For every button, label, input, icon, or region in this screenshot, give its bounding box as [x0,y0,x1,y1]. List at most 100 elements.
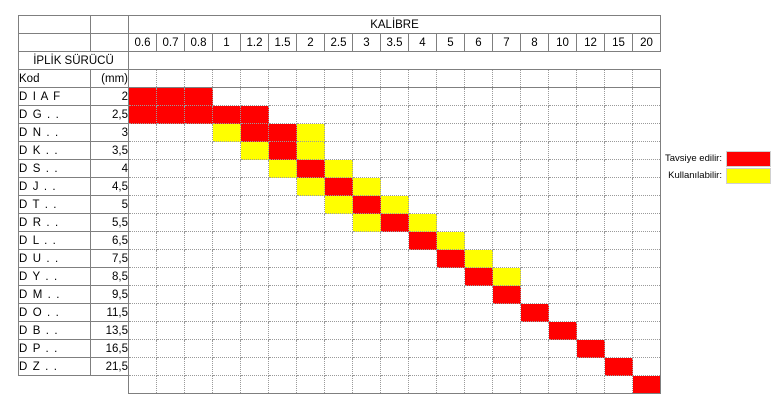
cell-empty [268,105,297,124]
cell-empty [548,357,577,376]
cell-empty [632,177,661,196]
cell-empty [548,303,577,322]
cell-empty [296,339,325,358]
row-code-cell: D Z . . [18,357,91,376]
row-mm-cell: 13,5 [90,321,129,340]
cell-empty [492,159,521,178]
row-code-cell: D P . . [18,339,91,358]
cell-empty [380,231,409,250]
cell-empty [548,159,577,178]
cell-empty [520,141,549,160]
gauge-header-0.7: 0.7 [156,33,185,52]
row-mm-cell: 4,5 [90,177,129,196]
row-mm-cell: 2,5 [90,105,129,124]
cell-empty [156,285,185,304]
cell-empty [352,231,381,250]
cell-empty [408,105,437,124]
cell-empty [548,195,577,214]
matrix-table: KALİBRE 0.6 0.7 0.8 1 1.2 1.5 2 2.5 3 3.5 4 5 6 7 8 10 1… [18,15,661,394]
cell-empty [212,321,241,340]
spacer-cell [436,69,465,88]
cell-empty [576,375,605,394]
cell-empty [604,339,633,358]
cell-recommended [240,123,269,142]
cell-empty [492,321,521,340]
cell-empty [324,357,353,376]
cell-empty [436,123,465,142]
cell-recommended [296,159,325,178]
cell-empty [464,177,493,196]
cell-empty [324,105,353,124]
cell-usable [212,123,241,142]
cell-empty [324,213,353,232]
cell-empty [324,267,353,286]
cell-empty [268,267,297,286]
cell-empty [520,321,549,340]
cell-empty [436,141,465,160]
cell-empty [632,213,661,232]
cell-empty [520,177,549,196]
cell-empty [520,213,549,232]
cell-empty [184,213,213,232]
cell-empty [380,141,409,160]
row-code-cell: D I A F [18,87,91,106]
legend-item-usable: Kullanılabilir: [648,167,771,184]
spacer-cell [324,69,353,88]
cell-empty [548,141,577,160]
row-mm-cell: 9,5 [90,285,129,304]
cell-empty [464,195,493,214]
cell-empty [296,375,325,394]
kod-column-header: Kod [18,69,91,88]
cell-empty [296,267,325,286]
cell-recommended [268,123,297,142]
cell-empty [128,141,157,160]
row-mm-cell: 3,5 [90,141,129,160]
row-mm-cell: 11,5 [90,303,129,322]
cell-empty [604,267,633,286]
cell-empty [240,87,269,106]
cell-recommended [436,249,465,268]
cell-empty [324,231,353,250]
cell-usable [324,159,353,178]
blank-left-a [18,33,91,52]
cell-empty [632,231,661,250]
cell-empty [464,375,493,394]
cell-recommended [156,87,185,106]
cell-empty [156,375,185,394]
cell-empty [296,249,325,268]
cell-empty [212,159,241,178]
cell-empty [212,141,241,160]
row-code-cell: D B . . [18,321,91,340]
row-code-cell: D N . . [18,123,91,142]
cell-empty [352,159,381,178]
cell-empty [632,141,661,160]
cell-empty [548,285,577,304]
cell-empty [352,303,381,322]
cell-recommended [128,105,157,124]
row-mm-cell: 21,5 [90,357,129,376]
cell-empty [604,213,633,232]
cell-recommended [324,177,353,196]
cell-empty [324,303,353,322]
cell-empty [492,213,521,232]
cell-empty [324,285,353,304]
cell-empty [324,141,353,160]
cell-empty [408,303,437,322]
row-mm-cell: 3 [90,123,129,142]
cell-empty [240,303,269,322]
table-row: D K . . 3,5 [18,141,661,160]
cell-empty [604,87,633,106]
spacer-cell [604,69,633,88]
cell-empty [520,339,549,358]
cell-empty [184,321,213,340]
cell-empty [492,87,521,106]
row-mm-cell: 5,5 [90,213,129,232]
cell-empty [548,177,577,196]
cell-empty [408,267,437,286]
cell-empty [128,267,157,286]
cell-empty [212,213,241,232]
cell-empty [632,357,661,376]
cell-empty [352,123,381,142]
table-row: D G . . 2,5 [18,105,661,124]
cell-empty [520,285,549,304]
